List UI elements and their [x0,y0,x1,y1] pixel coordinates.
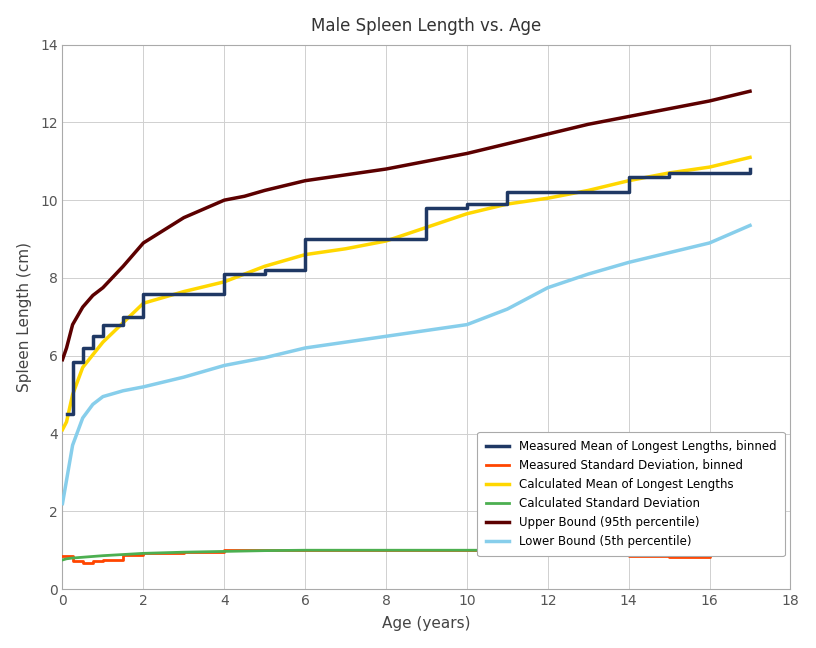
X-axis label: Age (years): Age (years) [382,616,471,631]
Legend: Measured Mean of Longest Lengths, binned, Measured Standard Deviation, binned, C: Measured Mean of Longest Lengths, binned… [477,432,784,556]
Y-axis label: Spleen Length (cm): Spleen Length (cm) [16,242,32,392]
Title: Male Spleen Length vs. Age: Male Spleen Length vs. Age [312,17,542,34]
